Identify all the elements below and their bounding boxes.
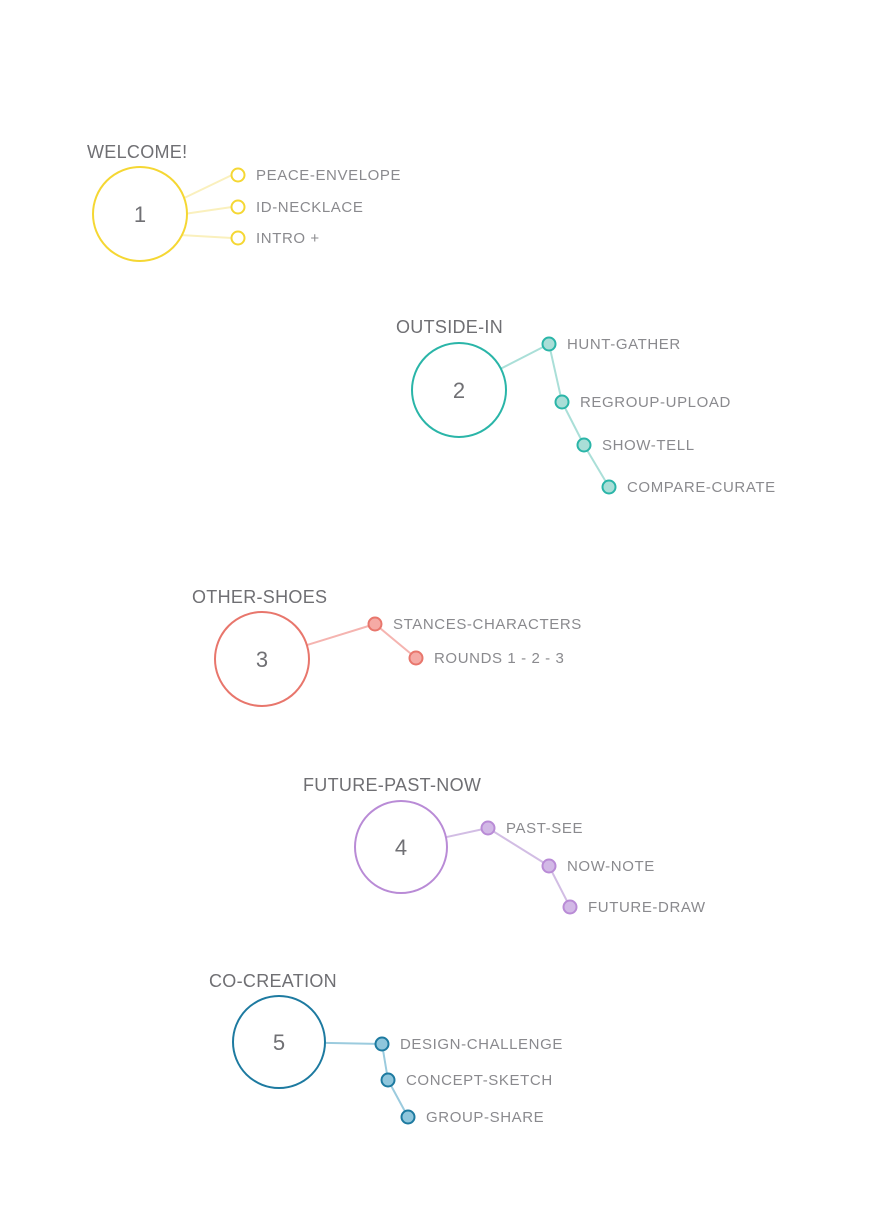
connector-line [306, 623, 376, 647]
item-stances-characters: STANCES-CHARACTERS [367, 616, 582, 633]
step-number: 3 [256, 647, 268, 672]
links [324, 1041, 409, 1118]
connector-line [324, 1041, 383, 1045]
connector-line [548, 343, 563, 403]
group-title: OUTSIDE-IN [396, 317, 503, 337]
item-node [400, 1109, 416, 1125]
step-circle [411, 342, 507, 438]
item-label: PAST-SEE [506, 820, 583, 837]
item-label: REGROUP-UPLOAD [580, 394, 731, 411]
item-node [480, 820, 496, 836]
item-node [408, 650, 424, 666]
item-past-see: PAST-SEE [480, 820, 583, 837]
item-node [367, 616, 383, 632]
group-title: OTHER-SHOES [192, 587, 327, 607]
item-label: INTRO + [256, 230, 320, 247]
step-number: 5 [273, 1030, 285, 1055]
item-label: COMPARE-CURATE [627, 479, 776, 496]
item-regroup-upload: REGROUP-UPLOAD [554, 394, 731, 411]
item-id-necklace: ID-NECKLACE [230, 199, 363, 216]
connector-line [583, 444, 610, 488]
item-label: DESIGN-CHALLENGE [400, 1036, 563, 1053]
item-node [601, 479, 617, 495]
item-show-tell: SHOW-TELL [576, 437, 695, 454]
item-label: NOW-NOTE [567, 858, 655, 875]
item-intro: INTRO + [230, 230, 320, 247]
item-label: CONCEPT-SKETCH [406, 1072, 553, 1089]
step-circle [92, 166, 188, 262]
item-node [576, 437, 592, 453]
item-node [562, 899, 578, 915]
group-title: WELCOME! [87, 142, 187, 162]
connector-line [179, 174, 233, 201]
item-node [230, 199, 246, 215]
links [306, 623, 417, 659]
step-number: 1 [134, 202, 146, 227]
item-hunt-gather: HUNT-GATHER [541, 336, 681, 353]
item-design-challenge: DESIGN-CHALLENGE [374, 1036, 563, 1053]
item-node [541, 858, 557, 874]
connector-line [487, 827, 550, 867]
connector-line [548, 865, 571, 908]
item-node [374, 1036, 390, 1052]
group-co-creation: CO-CREATION 5 DESIGN-CHALLENGE CONCEPT-SKET… [209, 971, 563, 1126]
step-circle [214, 611, 310, 707]
item-node [554, 394, 570, 410]
group-future-past-now: FUTURE-PAST-NOW 4 PAST-SEE NOW-NOTE FUTURE-D… [303, 775, 706, 916]
connector-line [561, 401, 585, 446]
connector-line [183, 206, 233, 215]
group-welcome: WELCOME! 1 PEACE-ENVELOPE ID-NECKLACE INTRO … [87, 142, 401, 262]
group-title: FUTURE-PAST-NOW [303, 775, 481, 795]
item-rounds-1-2-3: ROUNDS 1 - 2 - 3 [408, 650, 564, 667]
item-concept-sketch: CONCEPT-SKETCH [380, 1072, 553, 1089]
step-circle [354, 800, 448, 894]
step-number: 4 [395, 835, 407, 860]
item-node [541, 336, 557, 352]
item-node [380, 1072, 396, 1088]
item-label: ROUNDS 1 - 2 - 3 [434, 650, 564, 667]
links [179, 174, 233, 239]
connector-line [500, 343, 550, 370]
group-other-shoes: OTHER-SHOES 3 STANCES-CHARACTERS ROUNDS 1 -… [192, 587, 582, 707]
item-label: ID-NECKLACE [256, 199, 363, 216]
item-peace-envelope: PEACE-ENVELOPE [230, 167, 401, 184]
item-label: PEACE-ENVELOPE [256, 167, 401, 184]
step-circle [232, 995, 326, 1089]
links [500, 343, 610, 488]
item-now-note: NOW-NOTE [541, 858, 655, 875]
item-group-share: GROUP-SHARE [400, 1109, 544, 1126]
item-compare-curate: COMPARE-CURATE [601, 479, 776, 496]
group-title: CO-CREATION [209, 971, 337, 991]
item-node [230, 167, 246, 183]
item-node [230, 230, 246, 246]
group-outside-in: OUTSIDE-IN 2 HUNT-GATHER REGROUP-UPLOAD SHOW… [396, 317, 776, 496]
step-number: 2 [453, 378, 465, 403]
item-label: STANCES-CHARACTERS [393, 616, 582, 633]
item-label: HUNT-GATHER [567, 336, 681, 353]
item-label: GROUP-SHARE [426, 1109, 544, 1126]
item-future-draw: FUTURE-DRAW [562, 899, 706, 916]
connector-line [374, 623, 417, 659]
item-label: FUTURE-DRAW [588, 899, 706, 916]
item-label: SHOW-TELL [602, 437, 695, 454]
connector-line [179, 234, 233, 239]
